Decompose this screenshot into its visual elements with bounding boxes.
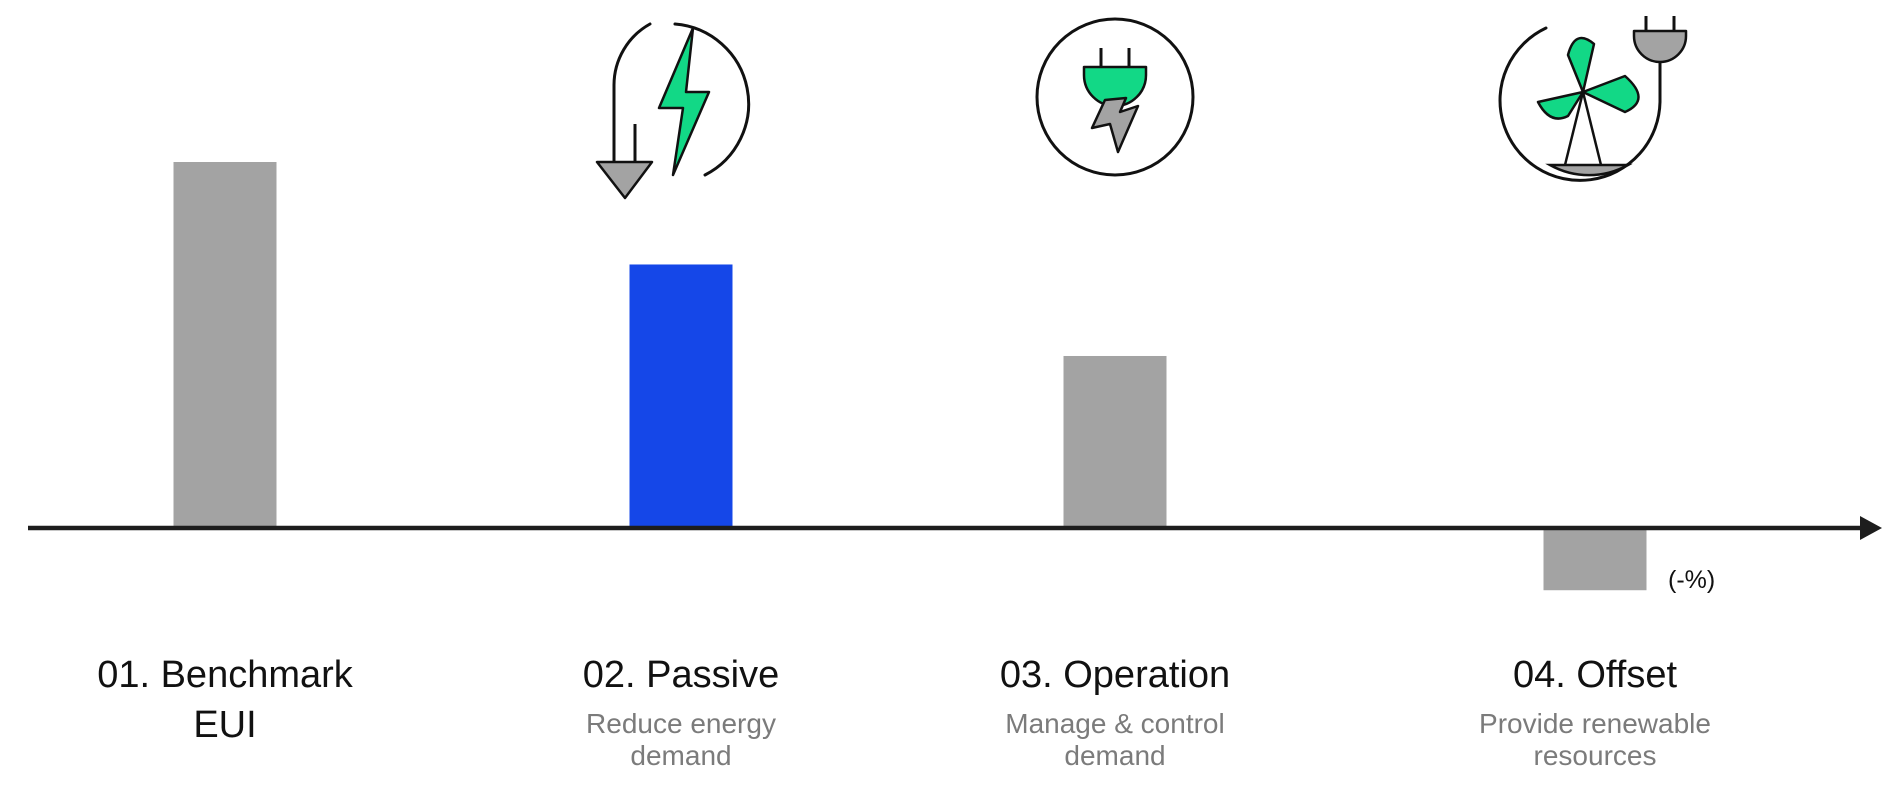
step-subtitle-3: Manage & control	[1005, 708, 1224, 739]
wind-turbine-plug-icon	[1498, 16, 1688, 182]
step-title-3: 03. Operation	[1000, 654, 1230, 696]
bars	[173, 162, 1647, 591]
plug-bolt-icon	[1035, 17, 1195, 177]
power-down-icon	[595, 22, 751, 200]
x-axis	[28, 516, 1882, 540]
step-subtitle-4: resources	[1534, 740, 1657, 771]
step-icons	[595, 16, 1688, 200]
step-subtitle-4: Provide renewable	[1479, 708, 1711, 739]
step-title-2: 02. Passive	[583, 654, 779, 696]
step-title-1: EUI	[193, 704, 256, 746]
step-subtitle-3: demand	[1064, 740, 1165, 771]
bar-1	[173, 162, 277, 528]
step-title-4: 04. Offset	[1513, 654, 1678, 696]
step-subtitle-2: demand	[630, 740, 731, 771]
negative-percent-label: (-%)	[1668, 566, 1715, 594]
bar-4	[1543, 528, 1647, 591]
bar-2	[629, 264, 733, 528]
x-axis-arrow	[1860, 516, 1882, 540]
step-title-1: 01. Benchmark	[97, 654, 354, 696]
bar-3	[1063, 355, 1167, 528]
step-subtitle-2: Reduce energy	[586, 708, 776, 739]
category-labels: 01. Benchmark EUI 02. Passive Reduce energy…	[97, 654, 1711, 771]
